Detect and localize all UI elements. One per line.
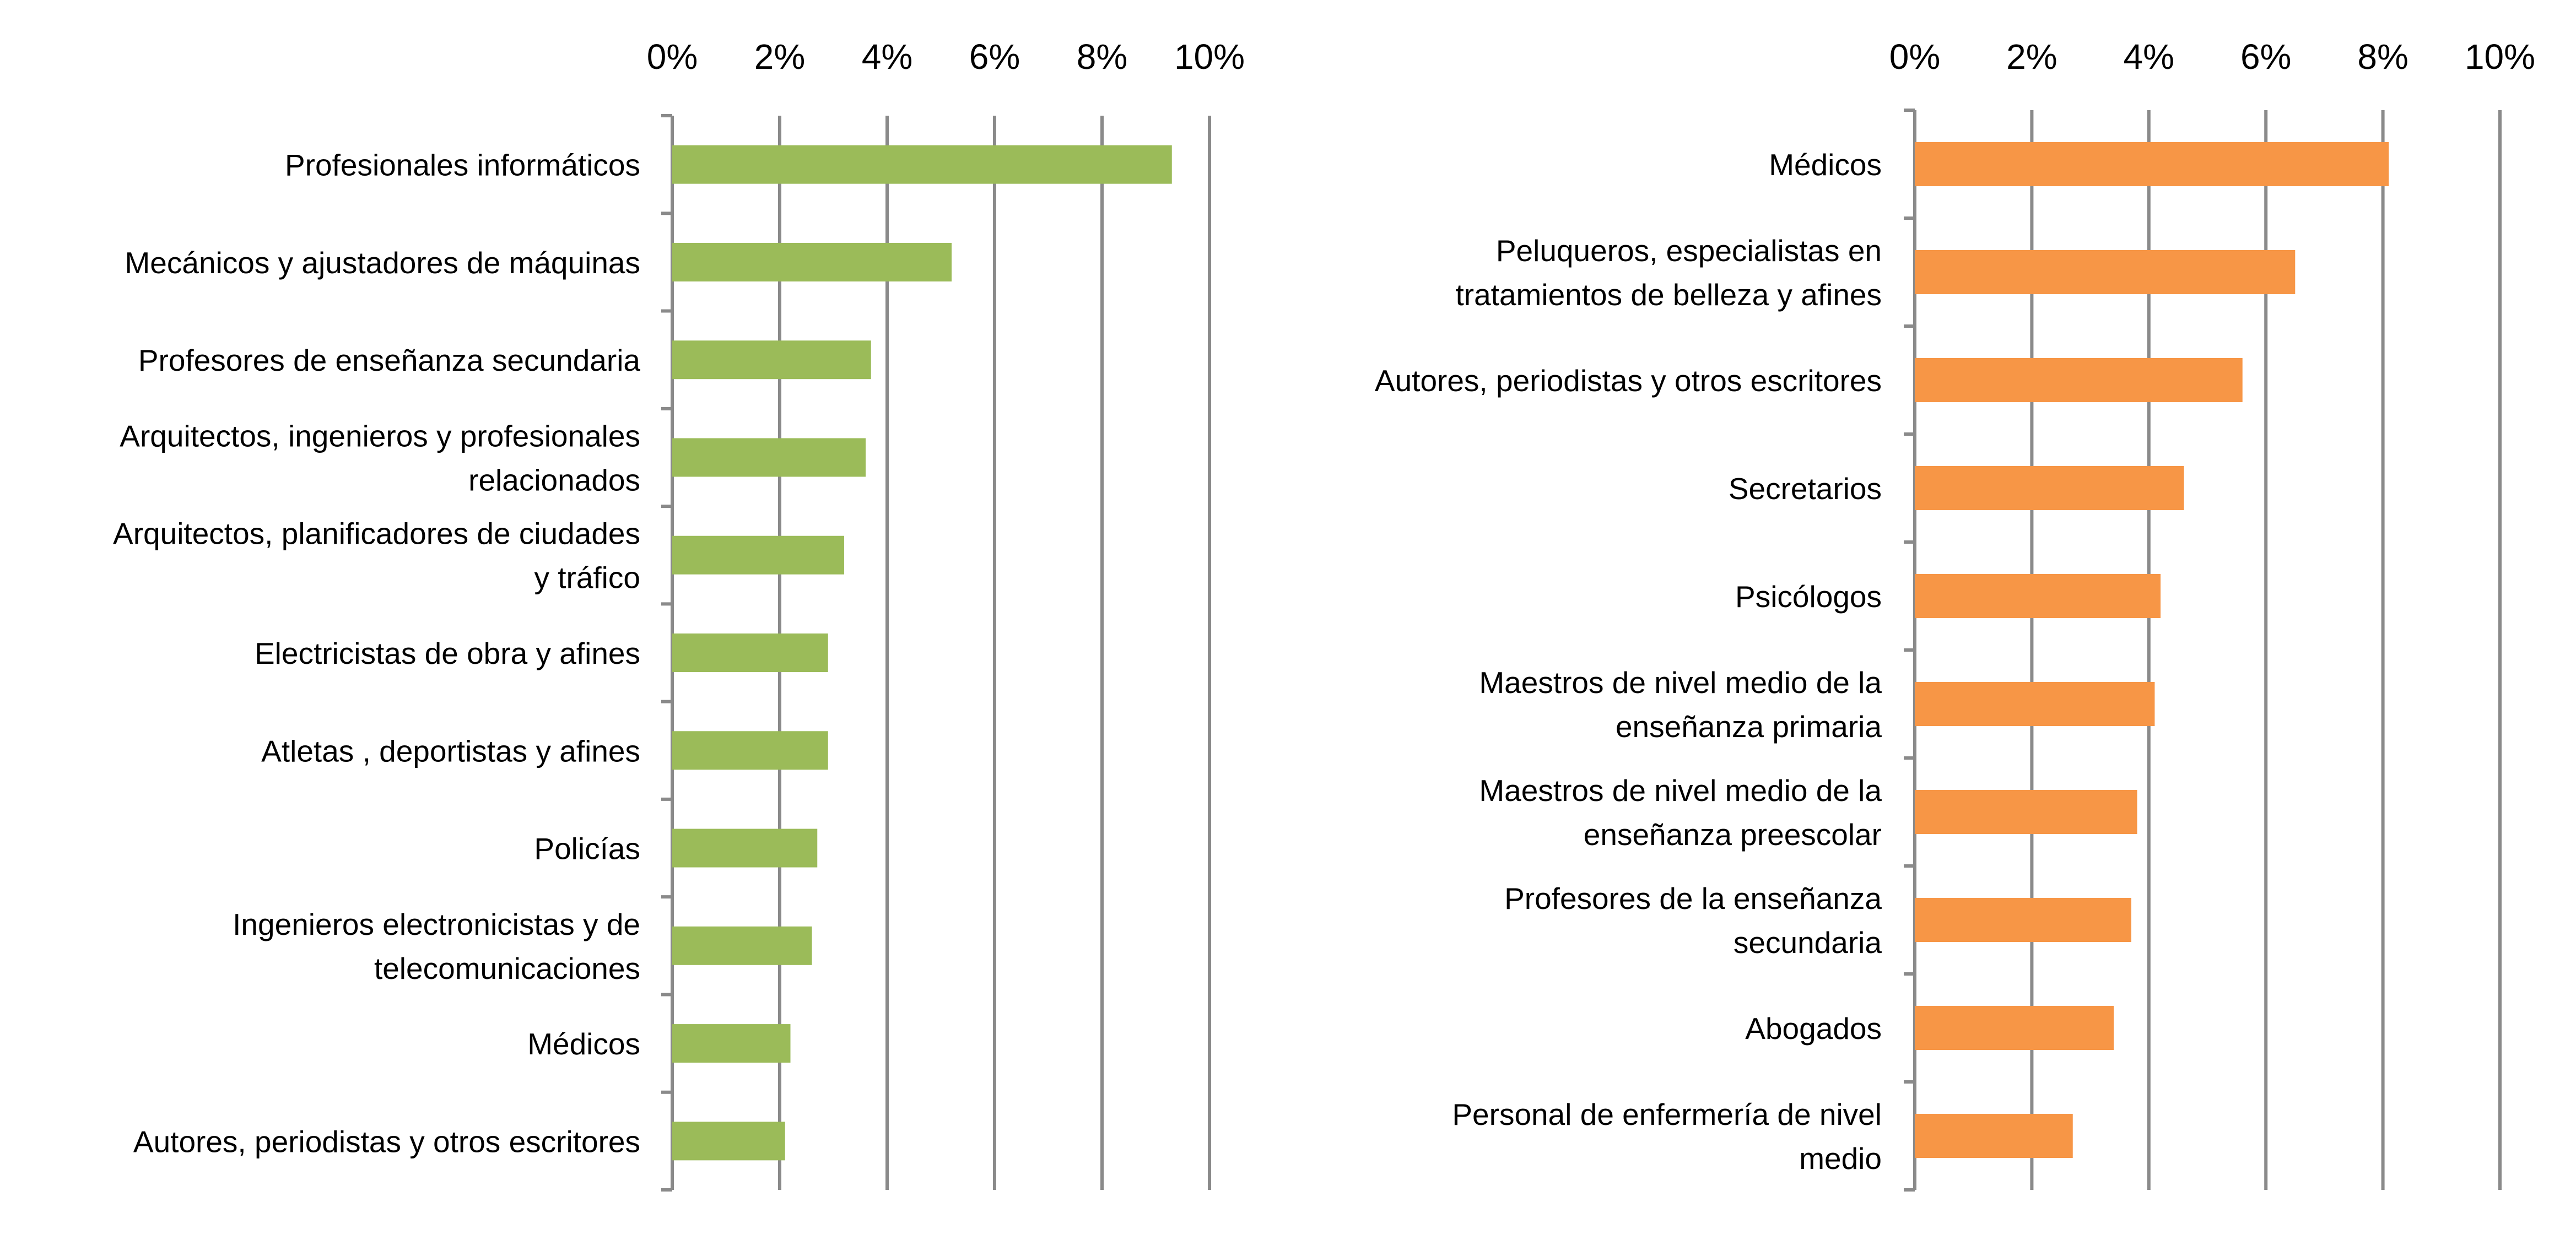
right-bar <box>1915 358 2243 402</box>
left-bar <box>672 829 818 868</box>
left-bar <box>672 438 866 477</box>
right-bar <box>1915 682 2155 726</box>
chart-left: 0% 2% 4% 6% 8% 10% Profesionales informáticos M… <box>113 37 1245 1192</box>
right-category-label-line: secundaria <box>1733 925 1882 960</box>
left-category-label-line: Autores, periodistas y otros escritores <box>133 1124 640 1158</box>
right-category-label-line: Personal de enfermería de nivel <box>1452 1097 1882 1131</box>
left-category-label-line: telecomunicaciones <box>374 951 640 985</box>
right-bar <box>1915 466 2184 510</box>
left-category-label-line: Profesores de enseñanza secundaria <box>138 343 641 377</box>
right-x-tick-label: 8% <box>2357 37 2408 77</box>
left-x-tick-label: 8% <box>1077 37 1128 77</box>
left-category-label: Ingenieros electronicistas y de telecomun… <box>233 907 640 985</box>
left-category-label-line: Arquitectos, ingenieros y profesionales <box>120 419 640 453</box>
left-bar <box>672 1024 791 1063</box>
right-bar <box>1915 790 2137 834</box>
right-x-tick-label: 0% <box>1889 37 1941 77</box>
right-bar <box>1915 250 2296 294</box>
left-bar <box>672 731 828 770</box>
left-category-label-line: Arquitectos, planificadores de ciudades <box>113 517 640 551</box>
right-category-label: Personal de enfermería de nivel medio <box>1452 1097 1882 1176</box>
left-category-label-line: Mecánicos y ajustadores de máquinas <box>125 246 640 280</box>
left-category-label: Autores, periodistas y otros escritores <box>133 1124 640 1158</box>
left-bar <box>672 145 1172 184</box>
right-bar <box>1915 1114 2073 1158</box>
right-category-label: Profesores de la enseñanza secundaria <box>1504 881 1882 960</box>
left-category-label-line: Atletas , deportistas y afines <box>261 734 640 768</box>
right-x-tick-label: 4% <box>2124 37 2175 77</box>
left-x-tick-label: 4% <box>862 37 913 77</box>
right-bar <box>1915 1006 2114 1050</box>
left-category-label-line: Policías <box>534 832 640 866</box>
right-bar <box>1915 898 2131 942</box>
right-category-label-line: Médicos <box>1769 148 1882 182</box>
chart-right: 0% 2% 4% 6% 8% 10% Médicos Peluqueros, especial… <box>1375 37 2535 1192</box>
left-bar <box>672 633 828 672</box>
left-category-label: Profesionales informáticos <box>285 148 640 182</box>
left-x-tick-label: 10% <box>1174 37 1245 77</box>
right-bar <box>1915 142 2389 186</box>
left-bar <box>672 1122 785 1161</box>
left-category-label: Arquitectos, planificadores de ciudades y… <box>113 517 640 595</box>
right-category-label-line: Abogados <box>1745 1011 1882 1046</box>
right-category-label: Peluqueros, especialistas en tratamientos… <box>1456 234 1882 312</box>
left-bar <box>672 340 871 380</box>
left-category-label: Arquitectos, ingenieros y profesionales r… <box>120 419 640 497</box>
left-category-label-line: Médicos <box>527 1027 640 1061</box>
left-x-tick-label: 6% <box>969 37 1020 77</box>
right-category-label-line: medio <box>1799 1141 1882 1176</box>
right-category-label: Maestros de nivel medio de la enseñanza p… <box>1479 773 1882 852</box>
right-category-label-line: Profesores de la enseñanza <box>1504 881 1882 916</box>
right-category-label: Abogados <box>1745 1011 1882 1046</box>
left-x-tick-label: 0% <box>647 37 698 77</box>
right-category-label: Maestros de nivel medio de la enseñanza p… <box>1479 665 1882 744</box>
right-x-tick-label: 2% <box>2006 37 2057 77</box>
right-category-label-line: Autores, periodistas y otros escritores <box>1375 364 1882 398</box>
right-category-label-line: tratamientos de belleza y afines <box>1456 278 1882 312</box>
right-category-label: Médicos <box>1769 148 1882 182</box>
left-category-label: Mecánicos y ajustadores de máquinas <box>125 246 640 280</box>
right-category-label-line: Peluqueros, especialistas en <box>1496 234 1882 268</box>
right-category-label-line: Maestros de nivel medio de la <box>1479 773 1882 808</box>
left-category-label-line: relacionados <box>468 463 640 497</box>
left-category-label: Profesores de enseñanza secundaria <box>138 343 641 377</box>
left-x-tick-label: 2% <box>754 37 806 77</box>
left-category-label-line: y tráfico <box>534 561 640 595</box>
right-bar <box>1915 574 2161 618</box>
left-category-label-line: Profesionales informáticos <box>285 148 640 182</box>
right-category-label-line: Psicólogos <box>1735 580 1882 614</box>
right-category-label-line: enseñanza primaria <box>1616 710 1882 744</box>
right-category-label-line: Secretarios <box>1729 472 1882 506</box>
left-category-label-line: Electricistas de obra y afines <box>255 636 640 670</box>
left-category-label-line: Ingenieros electronicistas y de <box>233 907 640 941</box>
left-category-label: Policías <box>534 832 640 866</box>
right-category-label-line: enseñanza preescolar <box>1584 817 1882 852</box>
left-category-label: Atletas , deportistas y afines <box>261 734 640 768</box>
left-bar <box>672 535 844 575</box>
right-x-tick-label: 10% <box>2465 37 2535 77</box>
right-category-label: Secretarios <box>1729 472 1882 506</box>
left-bar <box>672 926 812 965</box>
right-category-label: Autores, periodistas y otros escritores <box>1375 364 1882 398</box>
left-category-label: Médicos <box>527 1027 640 1061</box>
left-bar <box>672 242 952 281</box>
right-x-tick-label: 6% <box>2240 37 2292 77</box>
right-category-label: Psicólogos <box>1735 580 1882 614</box>
left-category-label: Electricistas de obra y afines <box>255 636 640 670</box>
right-category-label-line: Maestros de nivel medio de la <box>1479 665 1882 700</box>
